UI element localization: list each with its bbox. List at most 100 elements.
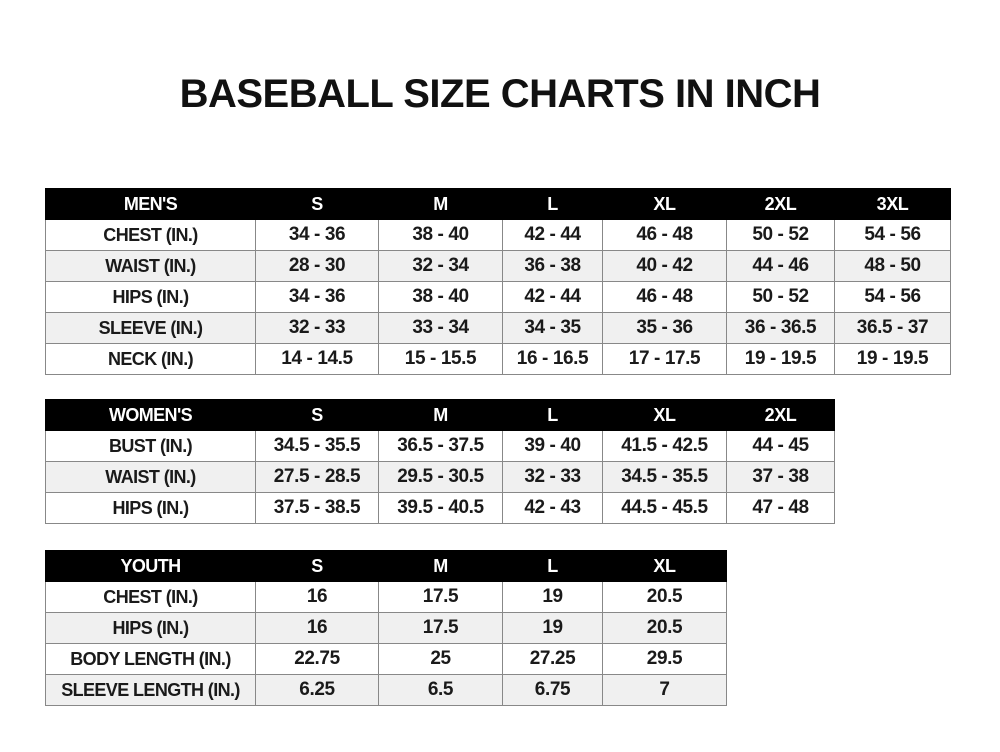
size-cell: 29.5 - 30.5 <box>378 461 503 493</box>
womens-size-table: WOMEN'S S M L XL 2XL BUST (IN.) 34.5 - 35.5 36.5… <box>45 399 835 524</box>
size-cell: 47 - 48 <box>726 492 835 524</box>
table-row: HIPS (IN.) 37.5 - 38.5 39.5 - 40.5 42 - 43 4… <box>45 492 835 524</box>
size-header: M <box>378 550 503 582</box>
size-cell: 6.75 <box>502 674 603 706</box>
size-cell: 34 - 35 <box>502 312 603 344</box>
table-row: CHEST (IN.) 34 - 36 38 - 40 42 - 44 46 - 48 5… <box>45 219 951 251</box>
size-header: S <box>255 399 379 431</box>
row-label: BODY LENGTH (IN.) <box>45 643 256 675</box>
size-cell: 34 - 36 <box>255 219 379 251</box>
size-header: XL <box>602 188 727 220</box>
size-cell: 38 - 40 <box>378 281 503 313</box>
size-cell: 46 - 48 <box>602 281 727 313</box>
header-row: MEN'S S M L XL 2XL 3XL <box>45 188 951 220</box>
size-header: L <box>502 188 603 220</box>
size-cell: 19 - 19.5 <box>726 343 835 375</box>
size-header: 3XL <box>834 188 951 220</box>
size-cell: 39.5 - 40.5 <box>378 492 503 524</box>
size-cell: 17.5 <box>378 581 503 613</box>
size-cell: 36.5 - 37.5 <box>378 430 503 462</box>
size-cell: 25 <box>378 643 503 675</box>
size-cell: 36.5 - 37 <box>834 312 951 344</box>
size-cell: 20.5 <box>602 612 727 644</box>
table-row: NECK (IN.) 14 - 14.5 15 - 15.5 16 - 16.5 17 … <box>45 343 951 375</box>
size-cell: 44 - 46 <box>726 250 835 282</box>
size-cell: 38 - 40 <box>378 219 503 251</box>
size-header: L <box>502 550 603 582</box>
row-label: HIPS (IN.) <box>45 281 256 313</box>
size-header: M <box>378 188 503 220</box>
youth-size-table: YOUTH S M L XL CHEST (IN.) 16 17.5 19 20.5 HIPS (I… <box>45 550 727 706</box>
size-cell: 19 <box>502 581 603 613</box>
table-row: SLEEVE (IN.) 32 - 33 33 - 34 34 - 35 35 - 36… <box>45 312 951 344</box>
size-cell: 6.25 <box>255 674 379 706</box>
size-cell: 48 - 50 <box>834 250 951 282</box>
size-cell: 37 - 38 <box>726 461 835 493</box>
size-header: S <box>255 550 379 582</box>
size-cell: 20.5 <box>602 581 727 613</box>
size-cell: 34.5 - 35.5 <box>602 461 727 493</box>
size-cell: 32 - 33 <box>502 461 603 493</box>
row-label: WAIST (IN.) <box>45 461 256 493</box>
size-cell: 54 - 56 <box>834 219 951 251</box>
table-row: WAIST (IN.) 28 - 30 32 - 34 36 - 38 40 - 42 4… <box>45 250 951 282</box>
size-header: 2XL <box>726 188 835 220</box>
size-cell: 37.5 - 38.5 <box>255 492 379 524</box>
size-header: XL <box>602 399 727 431</box>
size-cell: 40 - 42 <box>602 250 727 282</box>
size-cell: 34.5 - 35.5 <box>255 430 379 462</box>
size-header: M <box>378 399 503 431</box>
size-cell: 39 - 40 <box>502 430 603 462</box>
size-cell: 17 - 17.5 <box>602 343 727 375</box>
table-row: HIPS (IN.) 16 17.5 19 20.5 <box>45 612 727 644</box>
size-header: S <box>255 188 379 220</box>
size-cell: 35 - 36 <box>602 312 727 344</box>
size-cell: 50 - 52 <box>726 281 835 313</box>
row-label: SLEEVE LENGTH (IN.) <box>45 674 256 706</box>
size-cell: 33 - 34 <box>378 312 503 344</box>
table-row: CHEST (IN.) 16 17.5 19 20.5 <box>45 581 727 613</box>
table-row: HIPS (IN.) 34 - 36 38 - 40 42 - 44 46 - 48 50… <box>45 281 951 313</box>
size-cell: 46 - 48 <box>602 219 727 251</box>
size-cell: 27.25 <box>502 643 603 675</box>
row-label: YOUTH <box>45 550 256 582</box>
size-cell: 36 - 36.5 <box>726 312 835 344</box>
size-cell: 15 - 15.5 <box>378 343 503 375</box>
table-row: SLEEVE LENGTH (IN.) 6.25 6.5 6.75 7 <box>45 674 727 706</box>
row-label: SLEEVE (IN.) <box>45 312 256 344</box>
size-cell: 44 - 45 <box>726 430 835 462</box>
row-label: CHEST (IN.) <box>45 219 256 251</box>
size-cell: 17.5 <box>378 612 503 644</box>
size-cell: 32 - 33 <box>255 312 379 344</box>
row-label: BUST (IN.) <box>45 430 256 462</box>
header-row: WOMEN'S S M L XL 2XL <box>45 399 835 431</box>
row-label: HIPS (IN.) <box>45 492 256 524</box>
table-row: BUST (IN.) 34.5 - 35.5 36.5 - 37.5 39 - 40 4… <box>45 430 835 462</box>
size-cell: 7 <box>602 674 727 706</box>
mens-size-table: MEN'S S M L XL 2XL 3XL CHEST (IN.) 34 - 36 38 - 4… <box>45 188 951 375</box>
page-title: BASEBALL SIZE CHARTS IN INCH <box>179 72 821 116</box>
size-cell: 42 - 44 <box>502 281 603 313</box>
table-row: BODY LENGTH (IN.) 22.75 25 27.25 29.5 <box>45 643 727 675</box>
row-label: WAIST (IN.) <box>45 250 256 282</box>
size-header: 2XL <box>726 399 835 431</box>
size-cell: 16 <box>255 612 379 644</box>
size-cell: 6.5 <box>378 674 503 706</box>
row-label: HIPS (IN.) <box>45 612 256 644</box>
row-label: CHEST (IN.) <box>45 581 256 613</box>
size-cell: 36 - 38 <box>502 250 603 282</box>
size-cell: 14 - 14.5 <box>255 343 379 375</box>
size-cell: 42 - 44 <box>502 219 603 251</box>
size-cell: 27.5 - 28.5 <box>255 461 379 493</box>
size-cell: 19 <box>502 612 603 644</box>
size-cell: 16 <box>255 581 379 613</box>
size-header: XL <box>602 550 727 582</box>
size-cell: 54 - 56 <box>834 281 951 313</box>
table-row: WAIST (IN.) 27.5 - 28.5 29.5 - 30.5 32 - 33… <box>45 461 835 493</box>
size-cell: 34 - 36 <box>255 281 379 313</box>
size-cell: 28 - 30 <box>255 250 379 282</box>
size-cell: 42 - 43 <box>502 492 603 524</box>
size-cell: 29.5 <box>602 643 727 675</box>
row-label: WOMEN'S <box>45 399 256 431</box>
row-label: MEN'S <box>45 188 256 220</box>
